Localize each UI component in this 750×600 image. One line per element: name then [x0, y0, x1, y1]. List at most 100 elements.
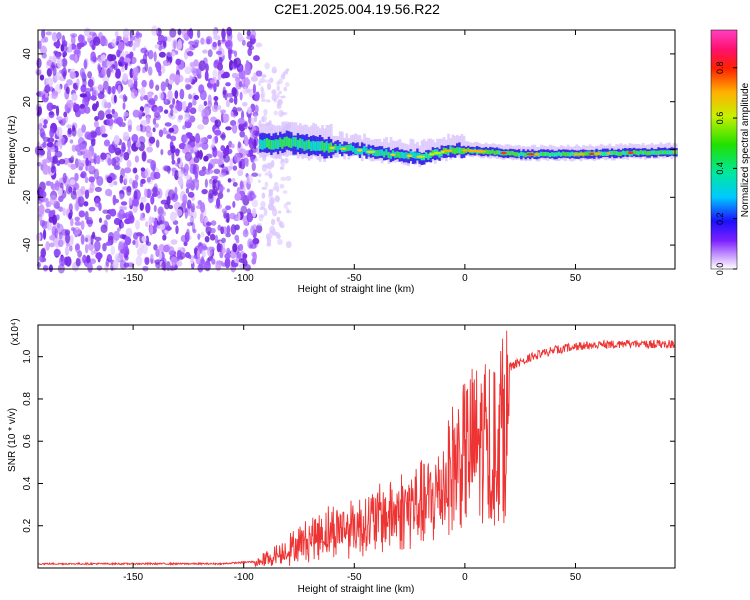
heatmap-cell	[94, 240, 101, 252]
heatmap-cell	[174, 90, 179, 99]
heatmap-cell	[139, 58, 147, 65]
heatmap-cell	[97, 92, 105, 100]
heatmap-cell	[252, 207, 257, 218]
heatmap-cell	[162, 211, 166, 216]
heatmap-cell	[476, 150, 486, 153]
heatmap-cell	[659, 150, 663, 155]
heatmap-cell	[652, 150, 656, 155]
heatmap-cell	[135, 141, 141, 148]
heatmap-cell	[184, 151, 192, 162]
heatmap-cell	[123, 167, 132, 174]
heatmap-cell	[542, 151, 546, 157]
heatmap-cell	[169, 104, 174, 109]
heatmap-cell	[122, 131, 130, 142]
heatmap-cell	[207, 94, 212, 105]
heatmap-cell	[193, 155, 200, 164]
heatmap-cell	[148, 136, 156, 144]
heatmap-cell	[250, 225, 255, 236]
heatmap-cell	[69, 245, 73, 252]
heatmap-cell	[65, 86, 70, 95]
heatmap-cell	[94, 197, 101, 208]
heatmap-cell	[573, 153, 578, 156]
heatmap-cell	[263, 109, 268, 116]
heatmap-cell	[93, 36, 101, 46]
heatmap-cell	[511, 150, 515, 156]
heatmap-cell	[49, 128, 55, 138]
heatmap-cell	[35, 68, 42, 76]
heatmap-cell	[515, 152, 519, 157]
heatmap-cell	[160, 81, 166, 92]
heatmap-cell	[146, 176, 151, 183]
heatmap-cell	[59, 134, 63, 140]
heatmap-cell	[632, 150, 636, 155]
heatmap-cell	[49, 235, 55, 241]
heatmap-cell	[358, 135, 362, 157]
spectrogram-x-tick-label: -150	[123, 273, 143, 284]
heatmap-cell	[46, 141, 54, 148]
heatmap-cell	[113, 180, 118, 186]
heatmap-cell	[103, 139, 111, 147]
heatmap-cell	[153, 244, 158, 251]
heatmap-cell	[50, 166, 55, 174]
heatmap-cell	[107, 53, 114, 62]
heatmap-cell	[244, 156, 249, 167]
heatmap-cell	[97, 110, 105, 121]
heatmap-cell	[239, 91, 243, 101]
heatmap-cell	[148, 216, 153, 226]
heatmap-cell	[95, 100, 99, 109]
heatmap-cell	[87, 79, 94, 88]
heatmap-cell	[137, 109, 143, 117]
heatmap-cell	[80, 220, 85, 230]
heatmap-cell	[260, 85, 264, 94]
heatmap-cell	[226, 247, 231, 253]
heatmap-cell	[78, 210, 86, 218]
heatmap-cell	[161, 261, 166, 271]
heatmap-cell	[71, 144, 77, 152]
heatmap-cell	[136, 247, 143, 257]
heatmap-cell	[123, 27, 130, 39]
heatmap-cell	[110, 245, 116, 256]
heatmap-cell	[265, 233, 270, 240]
heatmap-cell	[43, 119, 48, 125]
heatmap-cell	[378, 149, 382, 156]
heatmap-cell	[168, 127, 175, 133]
heatmap-cell	[637, 151, 641, 156]
snr-x-tick-label: -100	[234, 572, 254, 583]
heatmap-cell	[544, 151, 548, 157]
heatmap-cell	[551, 152, 554, 157]
heatmap-cell	[211, 104, 219, 113]
heatmap-cell	[56, 116, 63, 121]
heatmap-cell	[411, 152, 415, 165]
heatmap-cell	[220, 109, 226, 114]
heatmap-cell	[225, 205, 232, 211]
heatmap-cell	[154, 123, 159, 128]
heatmap-cell	[453, 148, 457, 155]
heatmap-cell	[171, 151, 175, 162]
snr-x-label: Height of straight line (km)	[298, 584, 415, 595]
heatmap-cell	[144, 257, 150, 265]
heatmap-cell	[336, 146, 340, 153]
heatmap-cell	[122, 102, 126, 110]
heatmap-cell	[493, 150, 497, 156]
heatmap-cell	[136, 124, 141, 132]
heatmap-cell	[251, 194, 257, 199]
heatmap-cell	[226, 225, 231, 235]
heatmap-cell	[84, 210, 89, 221]
heatmap-cell	[46, 59, 53, 67]
heatmap-cell	[158, 44, 163, 51]
heatmap-cell	[230, 111, 234, 117]
spectrogram-x-ticks: -150 -100 -50 0 50	[123, 30, 581, 284]
heatmap-cell	[237, 212, 241, 221]
heatmap-cell	[139, 202, 144, 211]
heatmap-cell	[90, 51, 96, 61]
heatmap-cell	[70, 33, 78, 38]
heatmap-cell	[206, 246, 213, 257]
heatmap-cell	[495, 150, 499, 155]
heatmap-cell	[45, 180, 52, 186]
heatmap-cell	[198, 149, 203, 160]
heatmap-cell	[624, 151, 627, 156]
heatmap-cell	[209, 79, 215, 84]
heatmap-cell	[296, 139, 300, 150]
heatmap-cell	[650, 150, 654, 155]
heatmap-cell	[36, 91, 42, 97]
